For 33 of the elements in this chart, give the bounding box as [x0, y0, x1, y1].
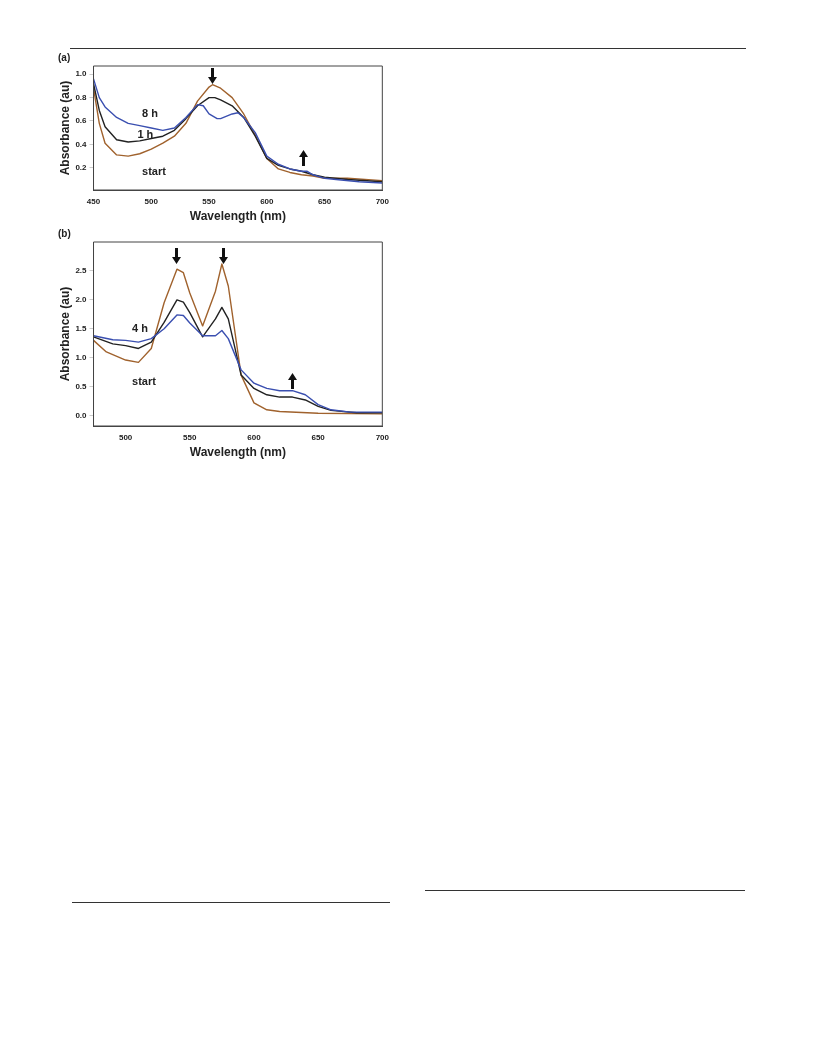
- x-axis-title: Wavelength (nm): [189, 445, 287, 460]
- x-tick-label: 450: [86, 197, 101, 206]
- y-tick-label: 0.5: [75, 381, 88, 391]
- series-label: start: [132, 375, 157, 388]
- x-axis-title: Wavelength (nm): [189, 209, 287, 224]
- y-tick-label: 2.5: [75, 266, 88, 276]
- y-axis-title: Absorbance (au): [57, 80, 72, 176]
- y-tick-label: 0.2: [75, 162, 88, 172]
- y-tick-label: 1.5: [75, 324, 88, 333]
- x-tick-label: 500: [144, 197, 159, 206]
- y-tick-label: 1.0: [75, 352, 88, 362]
- x-tick-label: 700: [375, 197, 390, 206]
- series-label: 4 h: [132, 322, 149, 335]
- x-tick-label: 600: [260, 197, 275, 206]
- series-label: start: [142, 164, 167, 177]
- series-label: 1 h: [137, 128, 154, 141]
- y-tick-label: 0.6: [75, 116, 88, 126]
- y-axis-title: Absorbance (au): [57, 286, 72, 382]
- x-tick-label: 650: [317, 197, 332, 206]
- chart-title: (b): [58, 227, 71, 239]
- chart-title: (a): [58, 51, 71, 63]
- x-tick-label: 550: [183, 433, 198, 442]
- y-tick-label: 2.0: [75, 295, 88, 305]
- x-tick-label: 600: [247, 433, 262, 442]
- x-tick-label: 650: [311, 433, 326, 442]
- y-tick-label: 0.0: [75, 410, 88, 420]
- y-tick-label: 1.0: [75, 69, 88, 79]
- x-tick-label: 500: [118, 433, 133, 442]
- x-tick-label: 700: [375, 433, 390, 442]
- y-tick-label: 0.8: [75, 92, 88, 102]
- x-tick-label: 550: [202, 197, 217, 206]
- y-tick-label: 0.4: [75, 139, 88, 149]
- series-label: 8 h: [142, 107, 159, 120]
